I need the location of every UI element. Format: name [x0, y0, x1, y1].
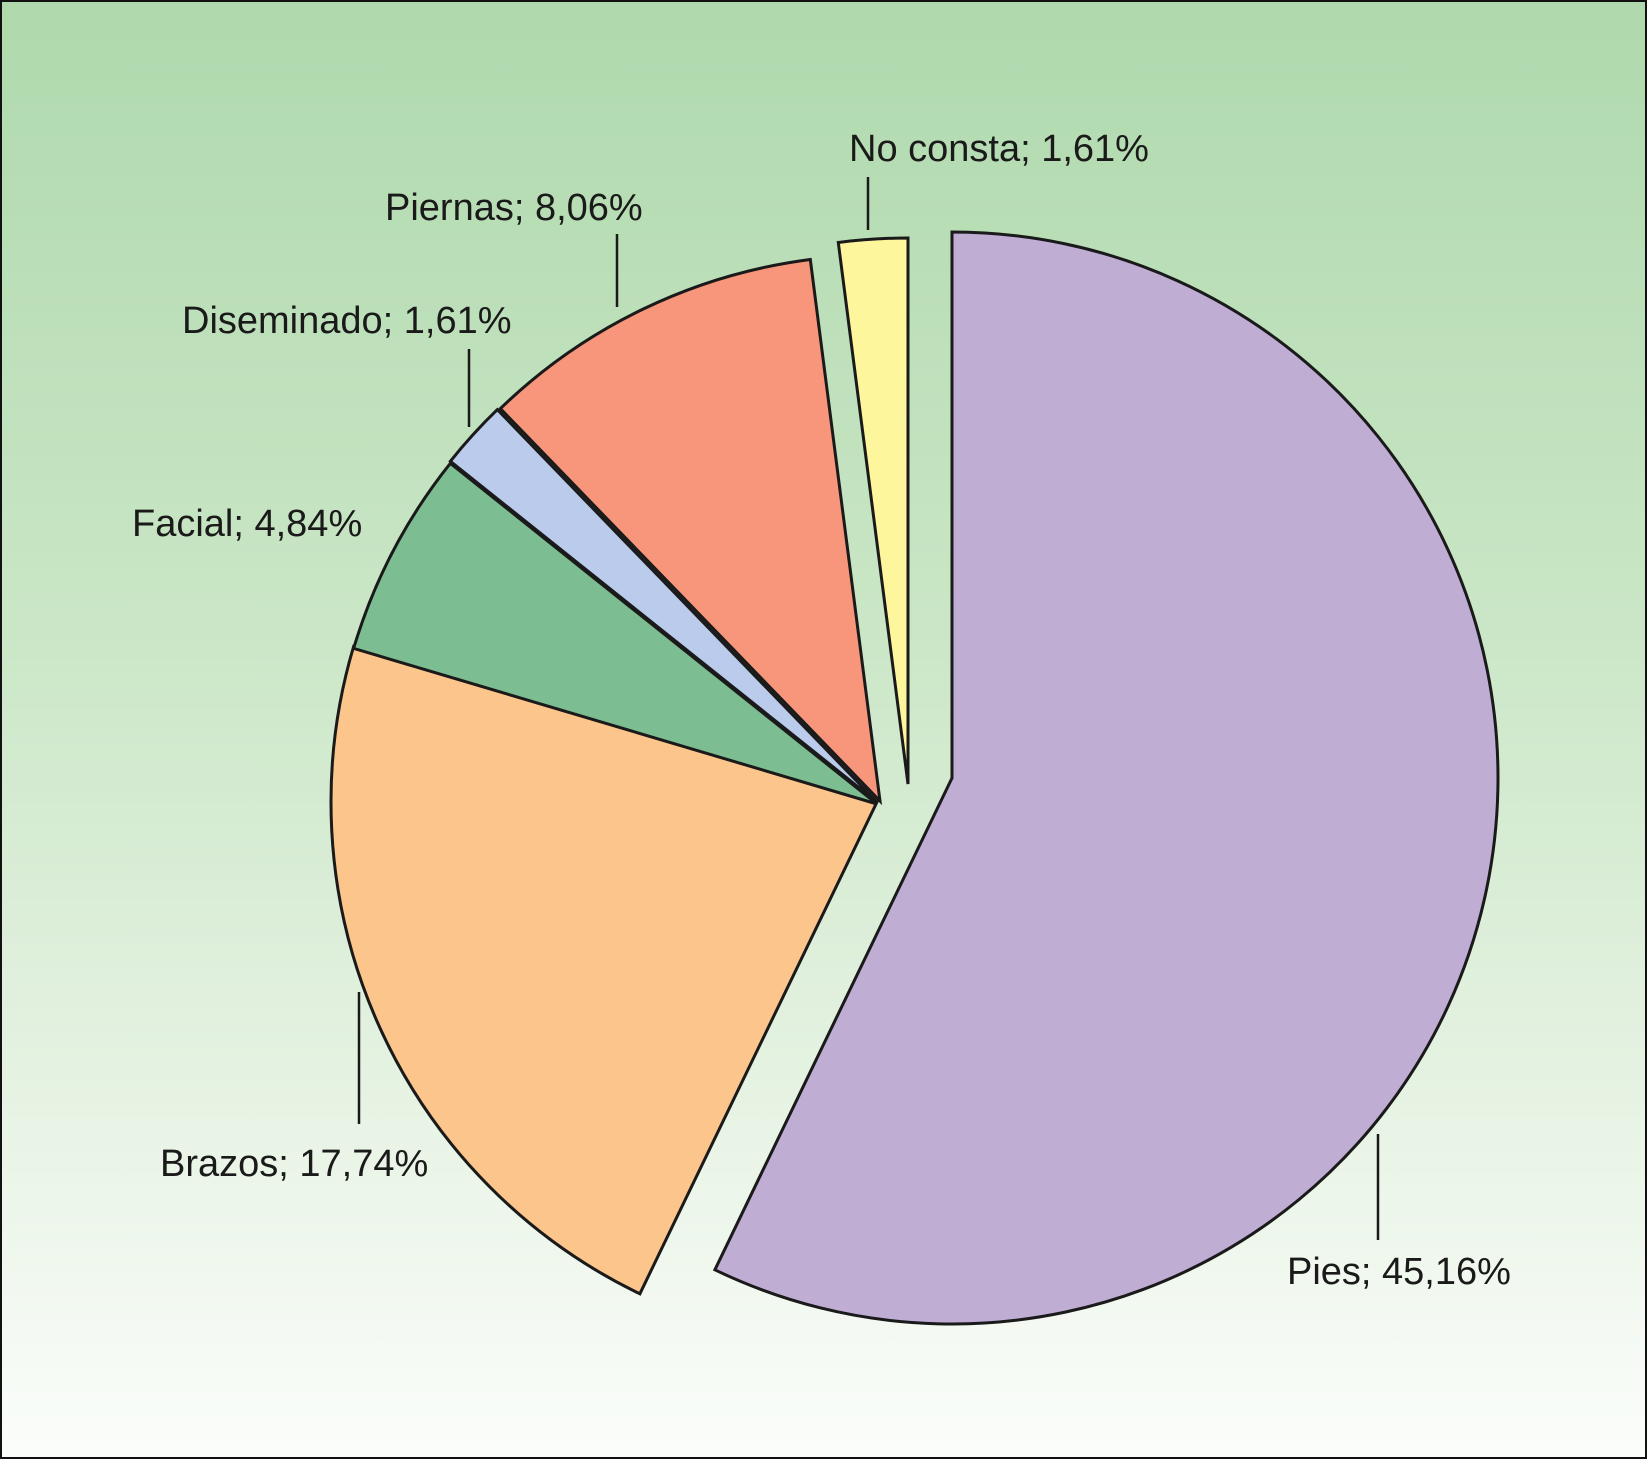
slice-diseminado — [448, 407, 879, 804]
label-pies: Pies; 45,16% — [1287, 1251, 1511, 1293]
slice-piernas — [498, 257, 883, 806]
slice-facial — [351, 461, 878, 806]
label-no-consta: No consta; 1,61% — [849, 128, 1149, 170]
pie-slices — [329, 230, 1500, 1326]
slice-no-consta — [836, 236, 910, 785]
label-diseminado: Diseminado; 1,61% — [182, 300, 512, 342]
label-piernas: Piernas; 8,06% — [385, 187, 643, 229]
leader-lines — [357, 177, 1380, 1240]
slice-labels: Pies; 45,16% Brazos; 17,74% Facial; 4,84… — [132, 128, 1511, 1293]
slice-brazos — [329, 644, 880, 1296]
label-facial: Facial; 4,84% — [132, 503, 362, 545]
label-brazos: Brazos; 17,74% — [160, 1143, 428, 1185]
slice-pies — [712, 230, 1500, 1326]
